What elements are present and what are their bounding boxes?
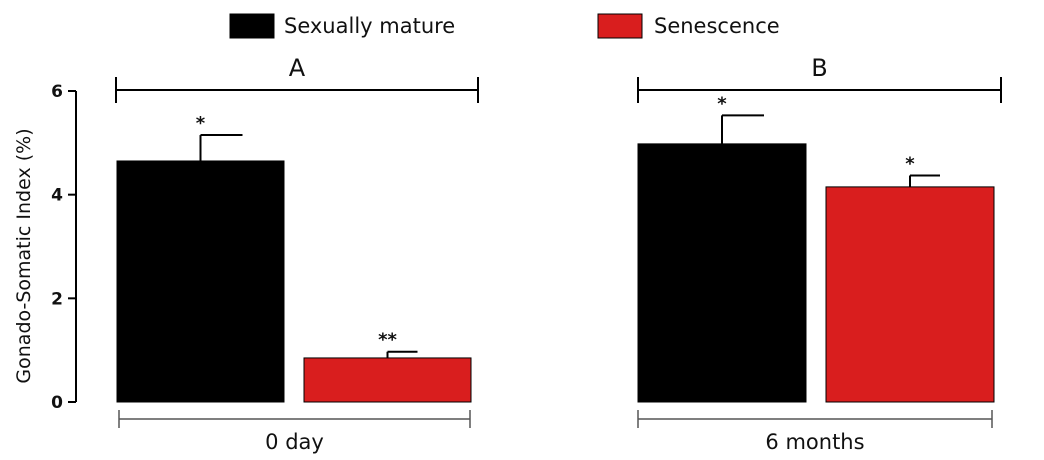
y-axis: 0 2 4 6 Gonado-Somatic Index (%) bbox=[13, 82, 77, 413]
legend-label-senescence: Senescence bbox=[654, 14, 780, 38]
significance-sexually-mature-0-day: * bbox=[196, 113, 206, 134]
legend-swatch-senescence bbox=[597, 13, 643, 39]
bars: ***** bbox=[116, 93, 995, 403]
group-label-1: B bbox=[811, 54, 827, 82]
category-label-0-day: 0 day bbox=[265, 430, 324, 454]
y-tick-label-6: 6 bbox=[51, 82, 63, 102]
category-label-6-months: 6 months bbox=[765, 430, 864, 454]
legend-swatch-sexually-mature bbox=[229, 13, 275, 39]
bar-senescence-0-day bbox=[303, 357, 472, 403]
significance-senescence-6-months: * bbox=[905, 153, 915, 174]
bar-senescence-6-months bbox=[825, 186, 995, 403]
bar-sexually-mature-6-months bbox=[637, 143, 807, 403]
significance-sexually-mature-6-months: * bbox=[717, 93, 727, 114]
y-tick-label-2: 2 bbox=[51, 289, 63, 309]
legend-label-sexually-mature: Sexually mature bbox=[284, 14, 455, 38]
bar-sexually-mature-0-day bbox=[116, 160, 285, 403]
legend: Sexually mature Senescence bbox=[229, 13, 780, 39]
y-axis-ticks: 0 2 4 6 bbox=[51, 82, 76, 413]
y-tick-label-0: 0 bbox=[51, 393, 63, 413]
significance-senescence-0-day: ** bbox=[378, 330, 397, 351]
category-axis: 0 day 6 months bbox=[118, 410, 993, 454]
y-tick-label-4: 4 bbox=[51, 186, 63, 206]
group-label-0: A bbox=[289, 54, 306, 82]
y-axis-label: Gonado-Somatic Index (%) bbox=[13, 128, 35, 383]
